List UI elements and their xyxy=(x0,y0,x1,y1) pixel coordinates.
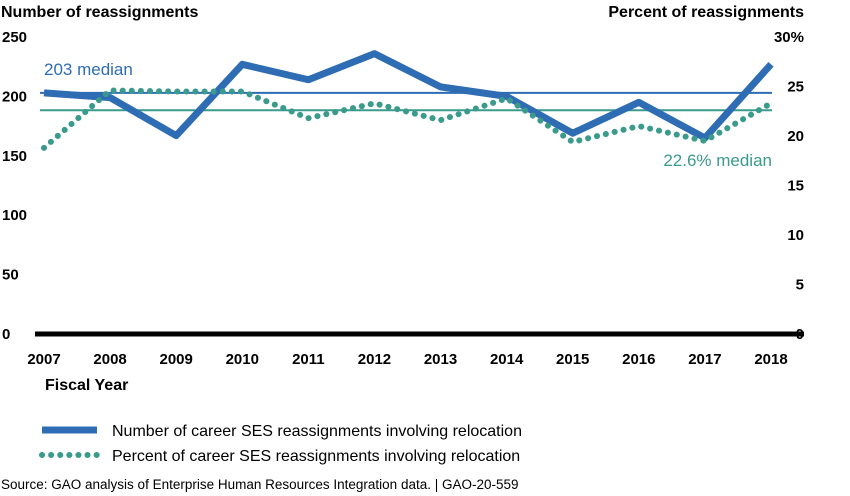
right-tick-label: 10 xyxy=(787,227,804,244)
right-axis-title: Percent of reassignments xyxy=(608,4,804,21)
right-tick-label: 20 xyxy=(787,128,804,145)
x-tick-label: 2009 xyxy=(159,351,192,368)
series-layer xyxy=(41,50,774,151)
x-axis-title: Fiscal Year xyxy=(45,377,128,394)
left-tick-label: 150 xyxy=(2,148,27,165)
series-line-count xyxy=(43,50,774,142)
source-note: Source: GAO analysis of Enterprise Human… xyxy=(1,477,519,492)
left-tick-label: 0 xyxy=(2,326,10,343)
legend-label-count: Number of career SES reassignments invol… xyxy=(112,423,522,440)
left-tick-label: 50 xyxy=(2,267,19,284)
x-tick-label: 2007 xyxy=(27,351,60,368)
x-tick-label: 2014 xyxy=(490,351,524,368)
median-label: 203 median xyxy=(44,60,133,79)
series-line-percent xyxy=(41,87,774,151)
legend-label-percent: Percent of career SES reassignments invo… xyxy=(112,448,520,465)
x-tick-label: 2012 xyxy=(358,351,391,368)
x-tick-label: 2018 xyxy=(754,351,787,368)
left-tick-label: 200 xyxy=(2,88,27,105)
right-tick-label: 25 xyxy=(787,79,804,96)
x-axis-ticks: 2007 2008 2009 2010 2011 2012 2013 2014 2015 2016… xyxy=(27,351,787,368)
left-axis-title: Number of reassignments xyxy=(1,4,198,21)
legend: Number of career SES reassignments invol… xyxy=(39,423,522,465)
x-tick-label: 2010 xyxy=(226,351,259,368)
right-tick-label: 5 xyxy=(796,277,804,294)
x-tick-label: 2017 xyxy=(688,351,721,368)
x-tick-label: 2015 xyxy=(556,351,589,368)
right-tick-label: 15 xyxy=(787,178,804,195)
left-axis-ticks: 0 50 100 150 200 250 xyxy=(2,29,27,343)
left-tick-label: 250 xyxy=(2,29,27,46)
median-lines xyxy=(40,91,772,112)
x-tick-label: 2008 xyxy=(93,351,126,368)
x-tick-label: 2011 xyxy=(292,351,325,368)
median-label: 22.6% median xyxy=(663,151,772,170)
x-tick-label: 2016 xyxy=(622,351,655,368)
median-labels: 203 median 22.6% median xyxy=(44,60,772,170)
left-tick-label: 100 xyxy=(2,207,27,224)
x-tick-label: 2013 xyxy=(424,351,457,368)
right-tick-label: 30% xyxy=(774,29,804,46)
